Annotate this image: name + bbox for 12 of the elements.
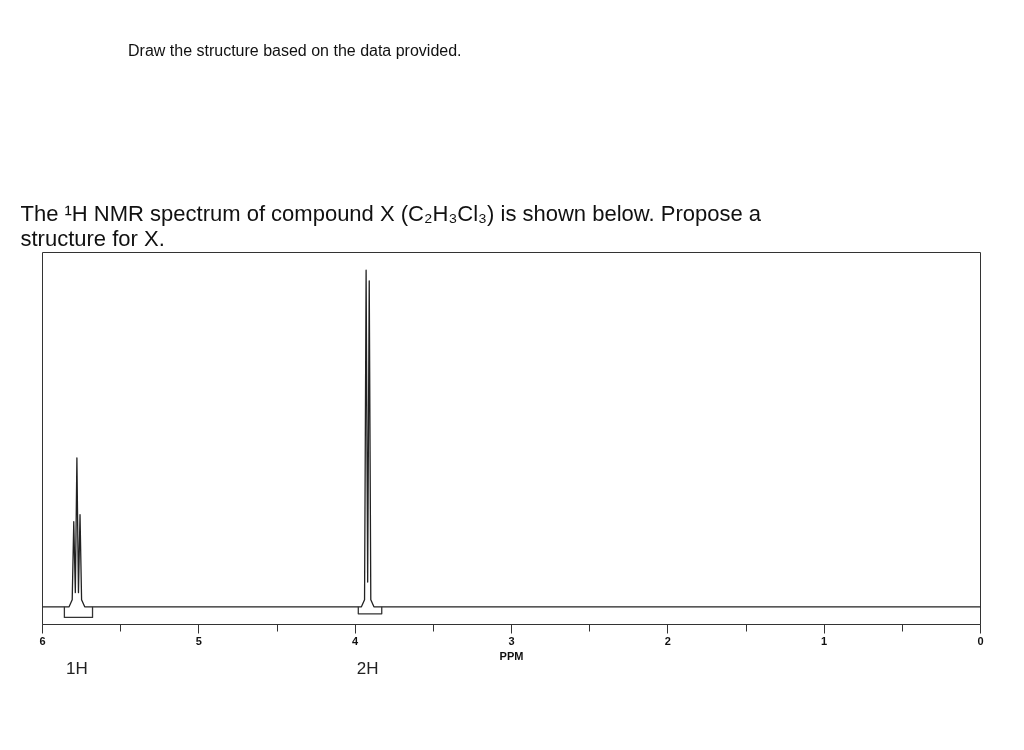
x-tick-label: 0	[977, 634, 984, 647]
x-tick-label: 2	[664, 634, 671, 647]
text: 1H	[66, 658, 88, 678]
text: 2H	[356, 658, 379, 678]
x-tick-label: 1	[821, 634, 828, 647]
x-tick-label: 4	[352, 634, 360, 647]
x-axis-title: PPM	[499, 649, 524, 662]
x-tick-label: 5	[195, 634, 202, 647]
chart-subtitle: The ¹H NMR spectrum of compound X (C₂H₃Cl₃) is shown below. Propose a structure for X.	[20, 200, 762, 251]
x-tick-label: 6	[39, 634, 46, 647]
chart-title: Draw the structure based on the data provided.	[128, 41, 462, 61]
x-tick-label: 3	[508, 634, 515, 647]
